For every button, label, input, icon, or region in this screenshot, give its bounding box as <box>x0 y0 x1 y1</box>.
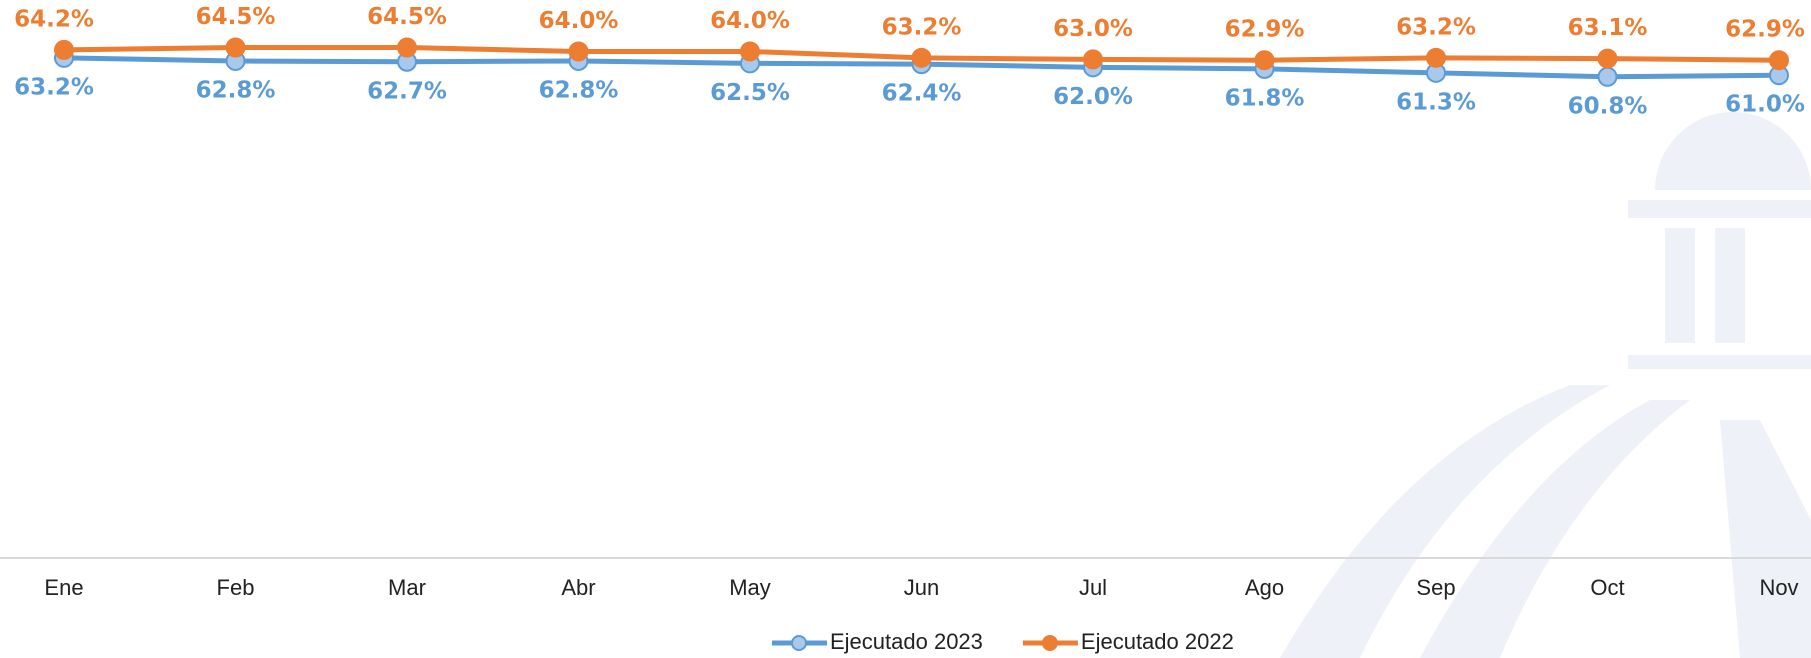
x-tick-label: May <box>729 575 771 600</box>
data-label: 64.5% <box>196 4 276 30</box>
data-label: 62.9% <box>1225 17 1305 43</box>
data-label: 62.0% <box>1053 84 1133 110</box>
data-point <box>1599 68 1617 86</box>
data-label: 62.5% <box>710 80 790 106</box>
data-label: 62.7% <box>367 78 447 104</box>
legend-marker <box>1043 636 1057 650</box>
x-tick-label: Ago <box>1245 575 1284 600</box>
x-tick-label: Nov <box>1759 575 1798 600</box>
data-label: 63.2% <box>1396 14 1476 40</box>
data-label: 63.2% <box>14 74 94 100</box>
data-point <box>1256 51 1274 69</box>
data-label: 63.1% <box>1568 15 1648 41</box>
x-tick-label: Oct <box>1590 575 1624 600</box>
data-label: 63.0% <box>1053 16 1133 42</box>
x-tick-label: Jul <box>1079 575 1107 600</box>
x-tick-label: Abr <box>561 575 595 600</box>
legend-marker <box>792 636 806 650</box>
data-point <box>1427 49 1445 67</box>
x-tick-label: Mar <box>388 575 426 600</box>
data-point <box>1599 50 1617 68</box>
data-point <box>1084 50 1102 68</box>
data-label: 61.3% <box>1396 89 1476 115</box>
data-point <box>741 42 759 60</box>
data-label: 62.9% <box>1725 17 1805 43</box>
data-point <box>398 39 416 57</box>
data-label: 60.8% <box>1568 93 1648 119</box>
data-label: 62.8% <box>539 77 619 103</box>
data-point <box>227 39 245 57</box>
data-label: 64.2% <box>14 6 94 32</box>
data-label: 62.4% <box>882 81 962 107</box>
data-label: 62.8% <box>196 77 276 103</box>
watermark <box>1280 112 1811 658</box>
chart: Ene Feb Mar Abr May Jun Jul Ago Sep Oct Nov 63.2% 62… <box>0 0 1811 658</box>
x-tick-label: Jun <box>904 575 939 600</box>
data-point <box>1770 51 1788 69</box>
legend-label: Ejecutado 2022 <box>1081 629 1234 654</box>
data-point <box>570 42 588 60</box>
data-label: 64.0% <box>539 8 619 34</box>
data-label: 64.0% <box>710 8 790 34</box>
legend-label: Ejecutado 2023 <box>830 629 983 654</box>
x-tick-label: Feb <box>217 575 255 600</box>
data-label: 63.2% <box>882 14 962 40</box>
data-point <box>913 49 931 67</box>
x-tick-label: Sep <box>1416 575 1455 600</box>
data-label: 61.0% <box>1725 92 1805 118</box>
data-point <box>55 41 73 59</box>
x-tick-label: Ene <box>44 575 83 600</box>
data-label: 61.8% <box>1225 85 1305 111</box>
data-label: 64.5% <box>367 4 447 30</box>
